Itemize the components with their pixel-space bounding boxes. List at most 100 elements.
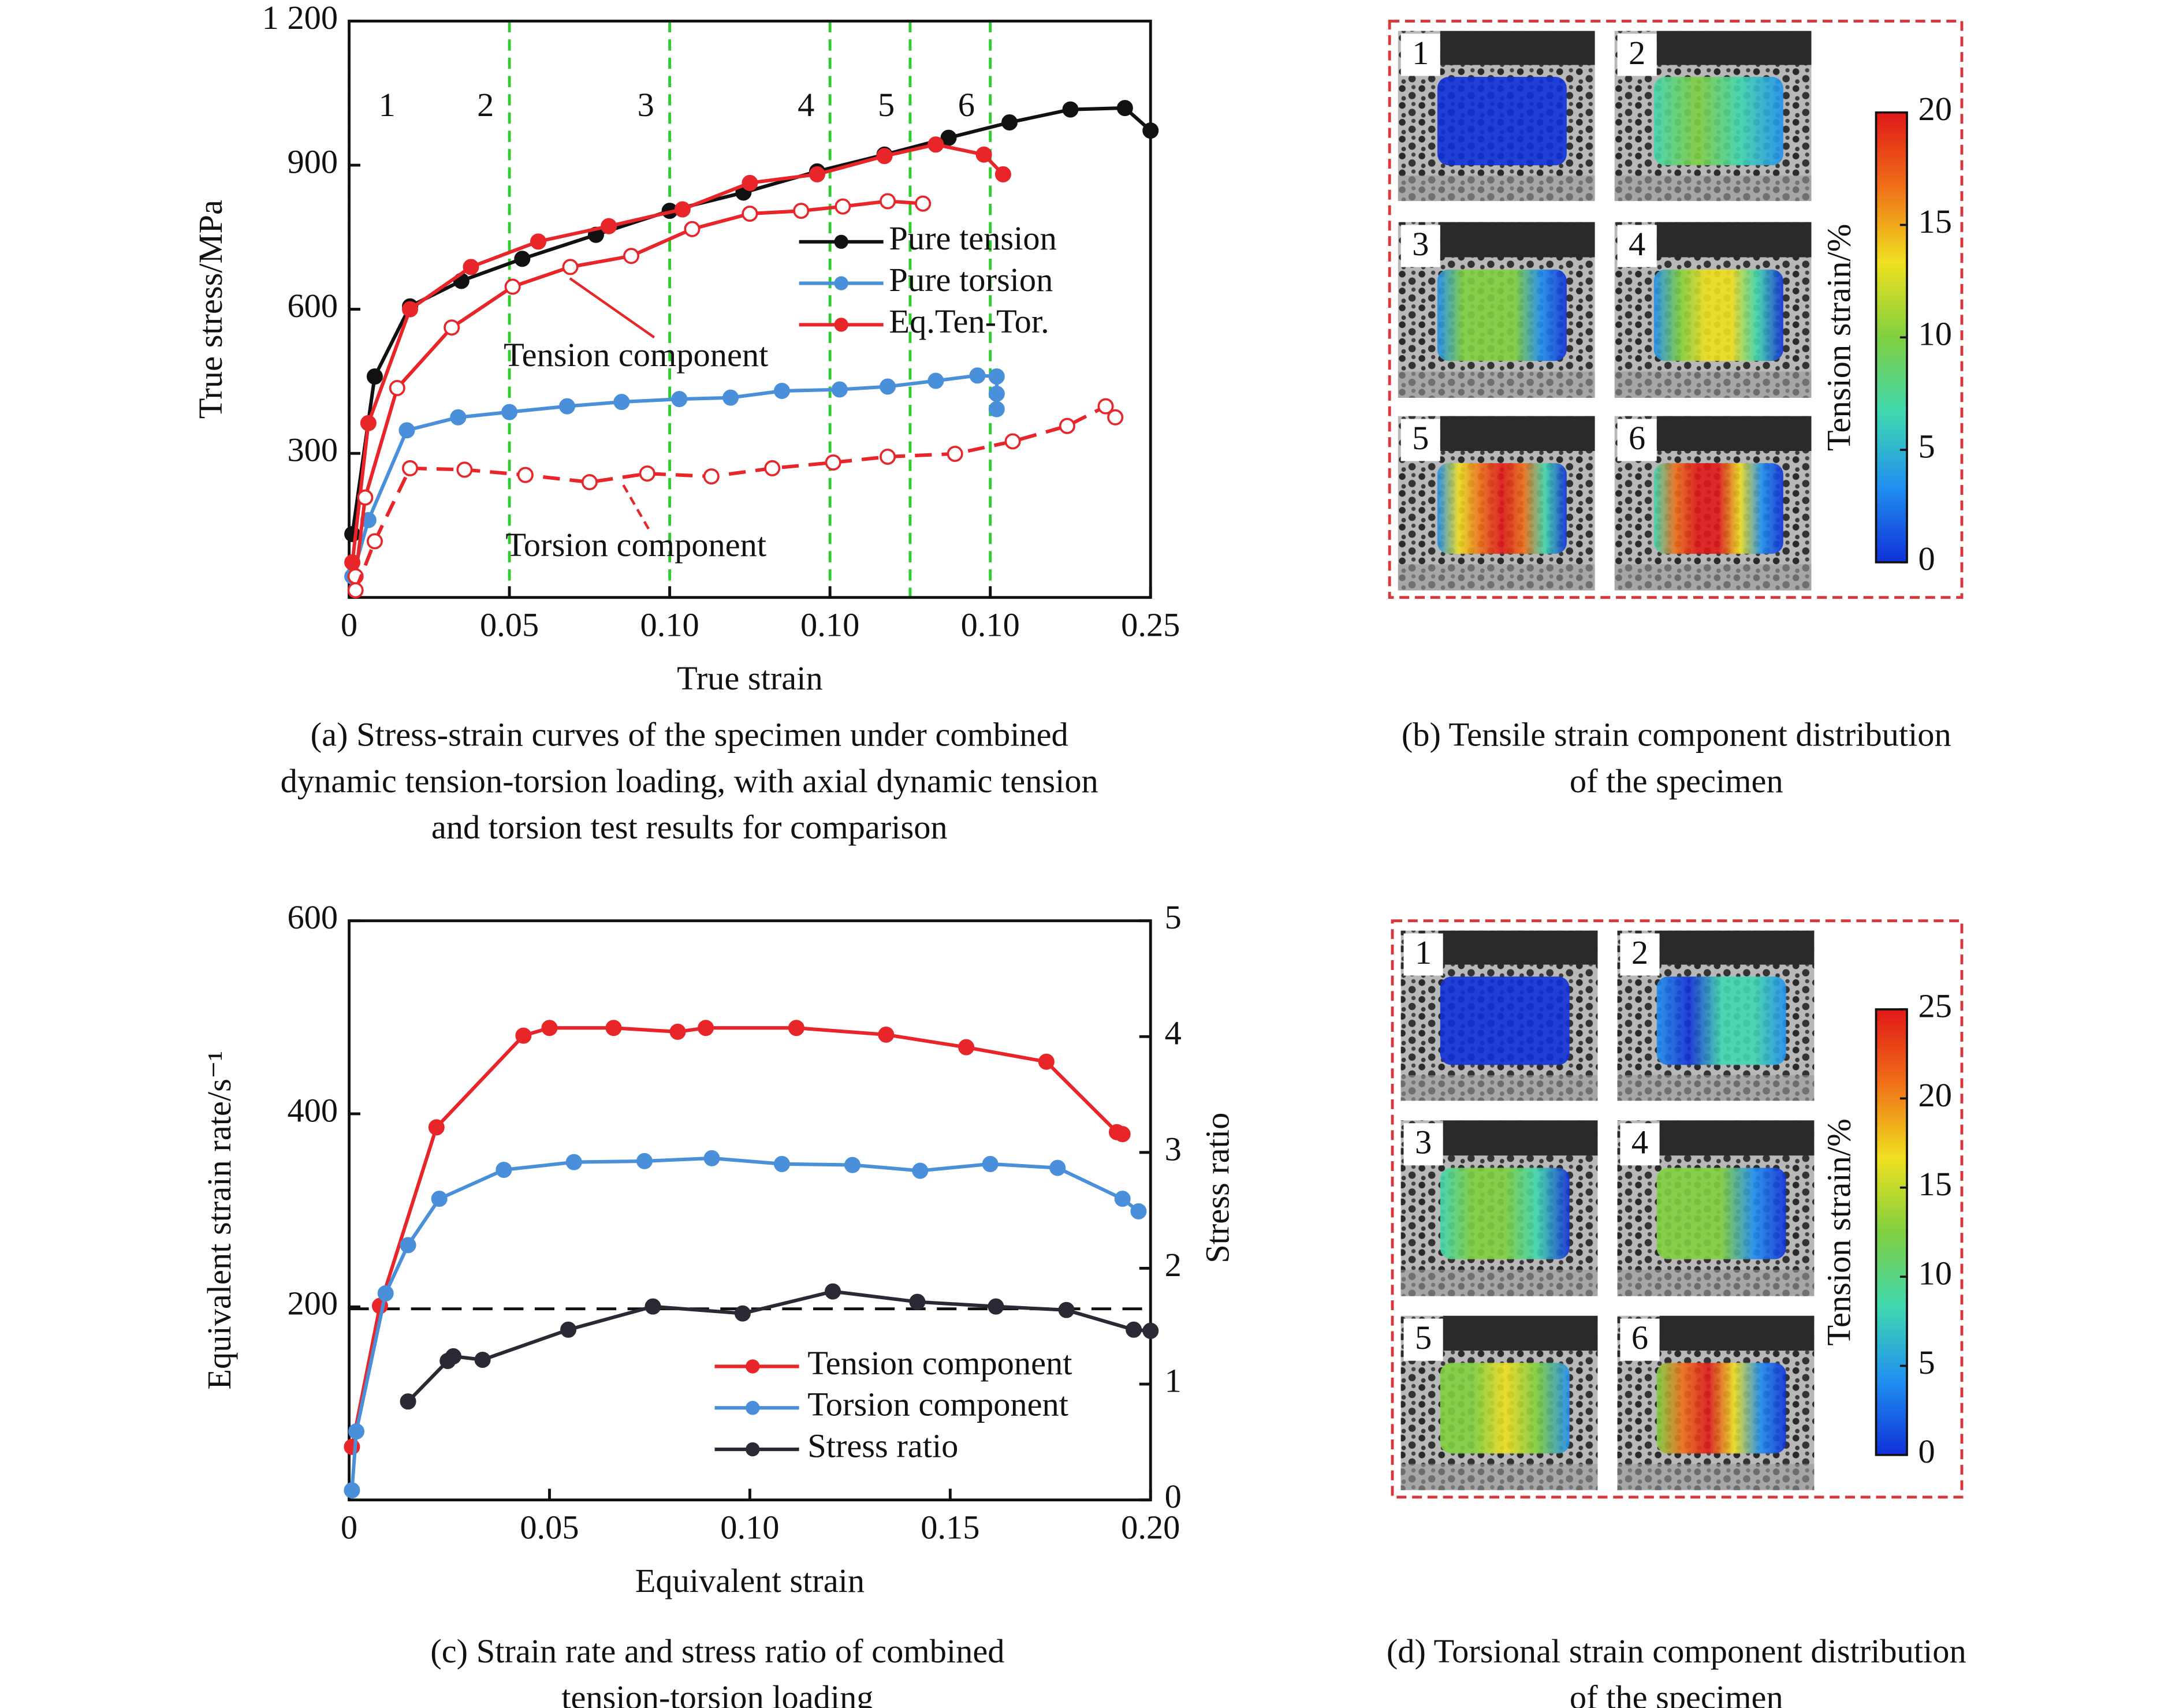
data-point [1142, 122, 1159, 139]
colorbar-tick-label: 5 [1918, 1344, 1935, 1381]
x-tick-label: 0.15 [921, 1509, 979, 1546]
legend-label: Pure torsion [889, 261, 1053, 299]
y-axis-label: Equivalent strain rate/s⁻¹ [200, 1051, 238, 1390]
data-point [876, 148, 893, 165]
panel-label-bg [1617, 33, 1657, 76]
strain-field [1440, 1168, 1570, 1259]
strain-field [1437, 77, 1567, 166]
data-point [988, 1298, 1004, 1315]
panel-label: 5 [1412, 419, 1429, 457]
data-point [703, 1150, 720, 1166]
data-point [909, 1293, 926, 1310]
data-point [703, 468, 720, 485]
data-point [1097, 398, 1114, 415]
panel-label: 1 [1412, 34, 1429, 72]
specimen-grip [1440, 416, 1595, 452]
data-point [982, 1155, 999, 1172]
data-point [605, 1020, 622, 1036]
data-point [517, 467, 534, 483]
specimen-grip [1443, 1120, 1598, 1156]
panel-label: 3 [1415, 1124, 1432, 1161]
legend-marker [746, 1359, 760, 1374]
specimen-grip-bottom [1400, 1464, 1598, 1490]
caption: of the specimen [1570, 1679, 1783, 1708]
specimen-grip [1659, 1315, 1815, 1351]
data-point [636, 1153, 653, 1169]
panel-label: 1 [1415, 934, 1432, 971]
specimen-grip-bottom [1617, 1075, 1815, 1101]
data-point [445, 1348, 461, 1364]
y2-tick-label: 4 [1165, 1015, 1182, 1052]
data-point [1142, 1322, 1159, 1339]
data-point [671, 391, 688, 408]
y-tick-label: 600 [287, 287, 338, 325]
specimen-grip-bottom [1617, 1464, 1815, 1490]
data-point [1116, 100, 1133, 117]
x-tick-label: 0.25 [1121, 606, 1180, 644]
data-point [496, 1161, 512, 1178]
data-point [1062, 101, 1079, 118]
data-point [400, 1393, 416, 1410]
legend-marker [746, 1401, 760, 1415]
colorbar [1875, 1008, 1908, 1456]
specimen-grip [1656, 222, 1812, 258]
strain-field [1656, 1168, 1786, 1259]
y2-tick-label: 1 [1165, 1362, 1182, 1399]
data-point [1004, 433, 1021, 450]
strain-map: 1 2 3 4 5 6 0 5 10 15 20 Tension strain/% [1388, 20, 1964, 599]
x-tick-label: 0.10 [800, 606, 859, 644]
panel-label-bg [1620, 933, 1660, 976]
data-point [456, 461, 473, 478]
data-point [940, 129, 957, 146]
data-point [788, 1020, 804, 1036]
data-point [613, 394, 630, 411]
legend-label: Tension component [807, 1344, 1072, 1382]
data-point [645, 1298, 661, 1315]
colorbar-tick-label: 10 [1918, 315, 1952, 353]
data-point [360, 415, 377, 431]
data-point [994, 166, 1011, 182]
colorbar-tick-label: 15 [1918, 203, 1952, 240]
y2-axis-label: Stress ratio [1198, 1113, 1236, 1263]
annotation: Tension component [504, 336, 768, 374]
strain-map: 1 2 3 4 5 6 0 5 10 15 20 25 Tension strain/% [1391, 919, 1964, 1499]
data-point [450, 409, 467, 426]
data-point [428, 1119, 445, 1136]
data-point [927, 372, 944, 389]
panel-label-bg [1400, 225, 1440, 267]
data-point [742, 174, 758, 191]
data-point [773, 1155, 790, 1172]
data-point [880, 193, 896, 210]
panel-label: 3 [1412, 225, 1429, 263]
data-point [1114, 1191, 1131, 1207]
strain-field [1653, 463, 1783, 554]
strain-field [1653, 77, 1783, 166]
data-point [366, 533, 383, 550]
specimen-grip [1656, 416, 1812, 452]
caption: (a) Stress-strain curves of the specimen… [311, 716, 1068, 754]
data-point [669, 1023, 686, 1040]
data-point [825, 454, 841, 471]
panel-label-bg [1620, 1123, 1660, 1166]
data-point [878, 1026, 895, 1043]
series-line [353, 404, 1117, 591]
stage-label: 4 [798, 86, 814, 124]
panel-label-bg [1403, 1318, 1443, 1361]
colorbar-label: Tension strain/% [1820, 1118, 1857, 1345]
data-point [825, 1283, 841, 1300]
panel-label: 2 [1629, 34, 1645, 72]
panel-label-bg [1403, 933, 1443, 976]
y-tick-label: 600 [287, 898, 338, 936]
y-tick-label: 900 [287, 143, 338, 180]
colorbar-tick-label: 0 [1918, 1433, 1935, 1470]
colorbar-tick-label: 20 [1918, 1076, 1952, 1114]
y-tick-label: 200 [287, 1285, 338, 1322]
panel-label-bg [1620, 1318, 1660, 1361]
panel-label-bg [1400, 419, 1440, 461]
x-tick-label: 0 [341, 606, 357, 644]
legend-marker [746, 1442, 760, 1457]
stage-label: 2 [477, 86, 494, 124]
colorbar-tick-label: 20 [1918, 90, 1952, 128]
y2-tick-label: 2 [1165, 1246, 1182, 1284]
